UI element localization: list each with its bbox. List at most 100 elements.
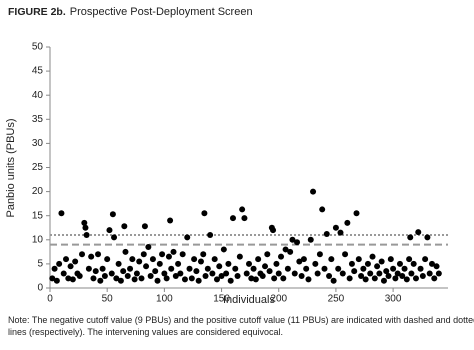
point bbox=[264, 251, 271, 258]
point bbox=[415, 229, 422, 236]
point bbox=[270, 227, 277, 234]
point bbox=[275, 270, 282, 277]
point bbox=[236, 253, 243, 260]
point bbox=[428, 260, 435, 267]
point bbox=[113, 275, 120, 282]
point bbox=[172, 272, 179, 279]
point bbox=[407, 234, 414, 241]
point bbox=[99, 265, 106, 272]
point bbox=[346, 275, 353, 282]
y-axis-label: Panbio units (PBUs) bbox=[5, 118, 17, 217]
point bbox=[323, 231, 330, 238]
point bbox=[335, 265, 342, 272]
point bbox=[115, 260, 122, 267]
point bbox=[383, 268, 390, 275]
y-tick-label: 20 bbox=[32, 186, 44, 197]
point bbox=[92, 268, 99, 275]
point bbox=[152, 268, 159, 275]
point bbox=[396, 260, 403, 267]
point bbox=[83, 231, 90, 238]
y-tick-label: 15 bbox=[32, 210, 44, 221]
point bbox=[330, 277, 337, 284]
point bbox=[63, 256, 70, 263]
point bbox=[216, 263, 223, 270]
point bbox=[131, 276, 138, 283]
point bbox=[234, 272, 241, 279]
point bbox=[101, 272, 108, 279]
point bbox=[342, 251, 349, 258]
point bbox=[287, 248, 294, 255]
point bbox=[140, 251, 147, 258]
point bbox=[163, 275, 170, 282]
point bbox=[262, 263, 269, 270]
y-tick-label: 35 bbox=[32, 114, 44, 125]
point bbox=[161, 270, 168, 277]
point bbox=[289, 236, 296, 243]
point bbox=[72, 258, 79, 265]
point bbox=[218, 272, 225, 279]
point bbox=[211, 256, 218, 263]
point bbox=[202, 272, 209, 279]
point bbox=[284, 265, 291, 272]
point bbox=[179, 251, 186, 258]
point bbox=[186, 265, 193, 272]
point bbox=[376, 270, 383, 277]
point bbox=[223, 270, 230, 277]
point bbox=[385, 272, 392, 279]
point bbox=[170, 248, 177, 255]
x-tick-label: 250 bbox=[328, 294, 345, 305]
point bbox=[181, 276, 188, 283]
x-tick-label: 150 bbox=[213, 294, 230, 305]
x-axis-label: Individuals bbox=[223, 294, 275, 306]
y-tick-label: 10 bbox=[32, 234, 44, 245]
point bbox=[390, 265, 397, 272]
point bbox=[332, 224, 339, 231]
point bbox=[97, 277, 104, 284]
figure-label: FIGURE 2b. bbox=[8, 6, 66, 18]
point bbox=[360, 265, 367, 272]
point bbox=[426, 270, 433, 277]
point bbox=[303, 265, 310, 272]
point bbox=[406, 256, 413, 263]
point bbox=[154, 277, 161, 284]
point bbox=[369, 253, 376, 260]
point bbox=[147, 272, 154, 279]
y-tick-label: 0 bbox=[37, 283, 43, 294]
x-tick-label: 100 bbox=[156, 294, 173, 305]
point bbox=[69, 276, 76, 283]
point bbox=[58, 210, 65, 217]
y-tick-label: 40 bbox=[32, 90, 44, 101]
point bbox=[408, 270, 415, 277]
point bbox=[252, 276, 259, 283]
point bbox=[195, 277, 202, 284]
point bbox=[328, 256, 335, 263]
point bbox=[300, 256, 307, 263]
point bbox=[193, 268, 200, 275]
point bbox=[248, 275, 255, 282]
point bbox=[111, 234, 118, 241]
point bbox=[136, 258, 143, 265]
point bbox=[82, 224, 89, 231]
point bbox=[53, 277, 60, 284]
point bbox=[95, 251, 102, 258]
note-line: lines (respectively). The intervening va… bbox=[8, 327, 283, 337]
point bbox=[255, 256, 262, 263]
point bbox=[412, 275, 419, 282]
point bbox=[266, 268, 273, 275]
point bbox=[204, 265, 211, 272]
point bbox=[108, 270, 115, 277]
point bbox=[109, 211, 116, 218]
point bbox=[207, 231, 214, 238]
point bbox=[209, 270, 216, 277]
point bbox=[417, 265, 424, 272]
point bbox=[225, 260, 232, 267]
point bbox=[56, 260, 63, 267]
point bbox=[367, 270, 374, 277]
point bbox=[374, 263, 381, 270]
point bbox=[120, 268, 127, 275]
point bbox=[422, 256, 429, 263]
point bbox=[312, 260, 319, 267]
point bbox=[188, 275, 195, 282]
point bbox=[60, 270, 67, 277]
point bbox=[175, 260, 182, 267]
